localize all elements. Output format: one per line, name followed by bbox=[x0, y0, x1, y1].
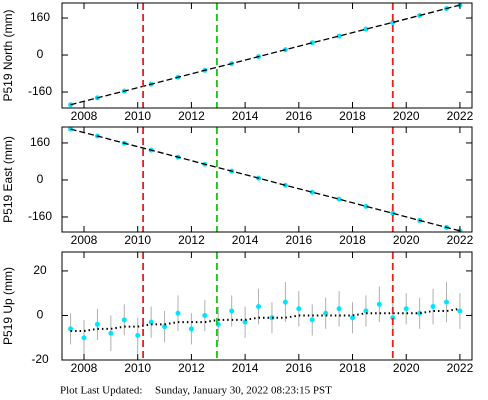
y-tick-label: -20 bbox=[31, 352, 49, 366]
data-point bbox=[430, 304, 436, 310]
data-point bbox=[403, 306, 409, 312]
x-tick-label: 2020 bbox=[393, 233, 420, 247]
x-tick-label: 2012 bbox=[178, 361, 205, 375]
y-axis-label: P519 North (mm) bbox=[1, 9, 15, 101]
data-point bbox=[309, 40, 315, 46]
x-tick-label: 2008 bbox=[71, 361, 98, 375]
data-point bbox=[417, 310, 423, 316]
data-point bbox=[108, 330, 114, 336]
x-tick-label: 2008 bbox=[71, 233, 98, 247]
y-tick-label: -160 bbox=[28, 209, 52, 223]
y-tick-label: 0 bbox=[37, 172, 44, 186]
y-tick-label: 160 bbox=[30, 10, 50, 24]
x-tick-label: 2012 bbox=[178, 233, 205, 247]
data-point bbox=[336, 33, 342, 39]
x-tick-label: 2022 bbox=[447, 109, 474, 123]
data-point bbox=[188, 326, 194, 332]
x-tick-label: 2010 bbox=[124, 109, 151, 123]
x-tick-label: 2010 bbox=[124, 361, 151, 375]
data-point bbox=[202, 312, 208, 318]
x-tick-label: 2014 bbox=[232, 361, 259, 375]
x-tick-label: 2016 bbox=[285, 361, 312, 375]
data-point bbox=[336, 196, 342, 202]
x-tick-label: 2020 bbox=[393, 109, 420, 123]
data-point bbox=[363, 308, 369, 314]
data-point bbox=[229, 308, 235, 314]
data-point bbox=[242, 319, 248, 325]
data-point bbox=[443, 299, 449, 305]
plot-area bbox=[68, 282, 463, 356]
data-point bbox=[269, 315, 275, 321]
data-point bbox=[323, 310, 329, 316]
data-point bbox=[162, 324, 168, 330]
x-tick-label: 2018 bbox=[339, 361, 366, 375]
plot-area bbox=[68, 127, 463, 232]
data-point bbox=[336, 306, 342, 312]
model-line bbox=[70, 4, 461, 106]
plot-area bbox=[68, 3, 463, 108]
data-point bbox=[350, 315, 356, 321]
data-point bbox=[363, 203, 369, 209]
data-point bbox=[309, 189, 315, 195]
footer-label: Plot Last Updated: bbox=[60, 385, 143, 397]
x-tick-label: 2016 bbox=[285, 109, 312, 123]
x-tick-label: 2018 bbox=[339, 109, 366, 123]
y-axis-label: P519 Up (mm) bbox=[1, 267, 15, 345]
y-axis-label: P519 East (mm) bbox=[1, 136, 15, 223]
data-point bbox=[296, 306, 302, 312]
y-tick-label: 160 bbox=[30, 135, 50, 149]
x-tick-label: 2016 bbox=[285, 233, 312, 247]
data-point bbox=[135, 333, 141, 339]
x-tick-label: 2022 bbox=[447, 361, 474, 375]
y-tick-label: -160 bbox=[28, 84, 52, 98]
model-line bbox=[70, 128, 461, 232]
data-point bbox=[390, 19, 396, 25]
data-point bbox=[81, 335, 87, 341]
y-tick-label: 0 bbox=[37, 308, 44, 322]
data-point bbox=[457, 308, 463, 314]
data-point bbox=[376, 301, 382, 307]
data-point bbox=[309, 317, 315, 323]
plot-frame bbox=[61, 251, 473, 361]
x-tick-label: 2012 bbox=[178, 109, 205, 123]
data-point bbox=[282, 299, 288, 305]
x-tick-label: 2020 bbox=[393, 361, 420, 375]
data-point bbox=[390, 315, 396, 321]
data-point bbox=[175, 310, 181, 316]
x-tick-label: 2014 bbox=[232, 233, 259, 247]
x-tick-label: 2022 bbox=[447, 233, 474, 247]
data-point bbox=[256, 304, 262, 310]
y-tick-label: 0 bbox=[37, 47, 44, 61]
model-line bbox=[70, 307, 461, 333]
x-tick-label: 2014 bbox=[232, 109, 259, 123]
data-point bbox=[94, 321, 100, 327]
footer-timestamp: Sunday, January 30, 2022 08:23:15 PST bbox=[155, 385, 332, 397]
data-point bbox=[121, 317, 127, 323]
x-tick-label: 2008 bbox=[71, 109, 98, 123]
x-tick-label: 2018 bbox=[339, 233, 366, 247]
data-point bbox=[363, 26, 369, 32]
data-point bbox=[282, 182, 288, 188]
y-tick-label: 20 bbox=[33, 263, 47, 277]
x-tick-label: 2010 bbox=[124, 233, 151, 247]
